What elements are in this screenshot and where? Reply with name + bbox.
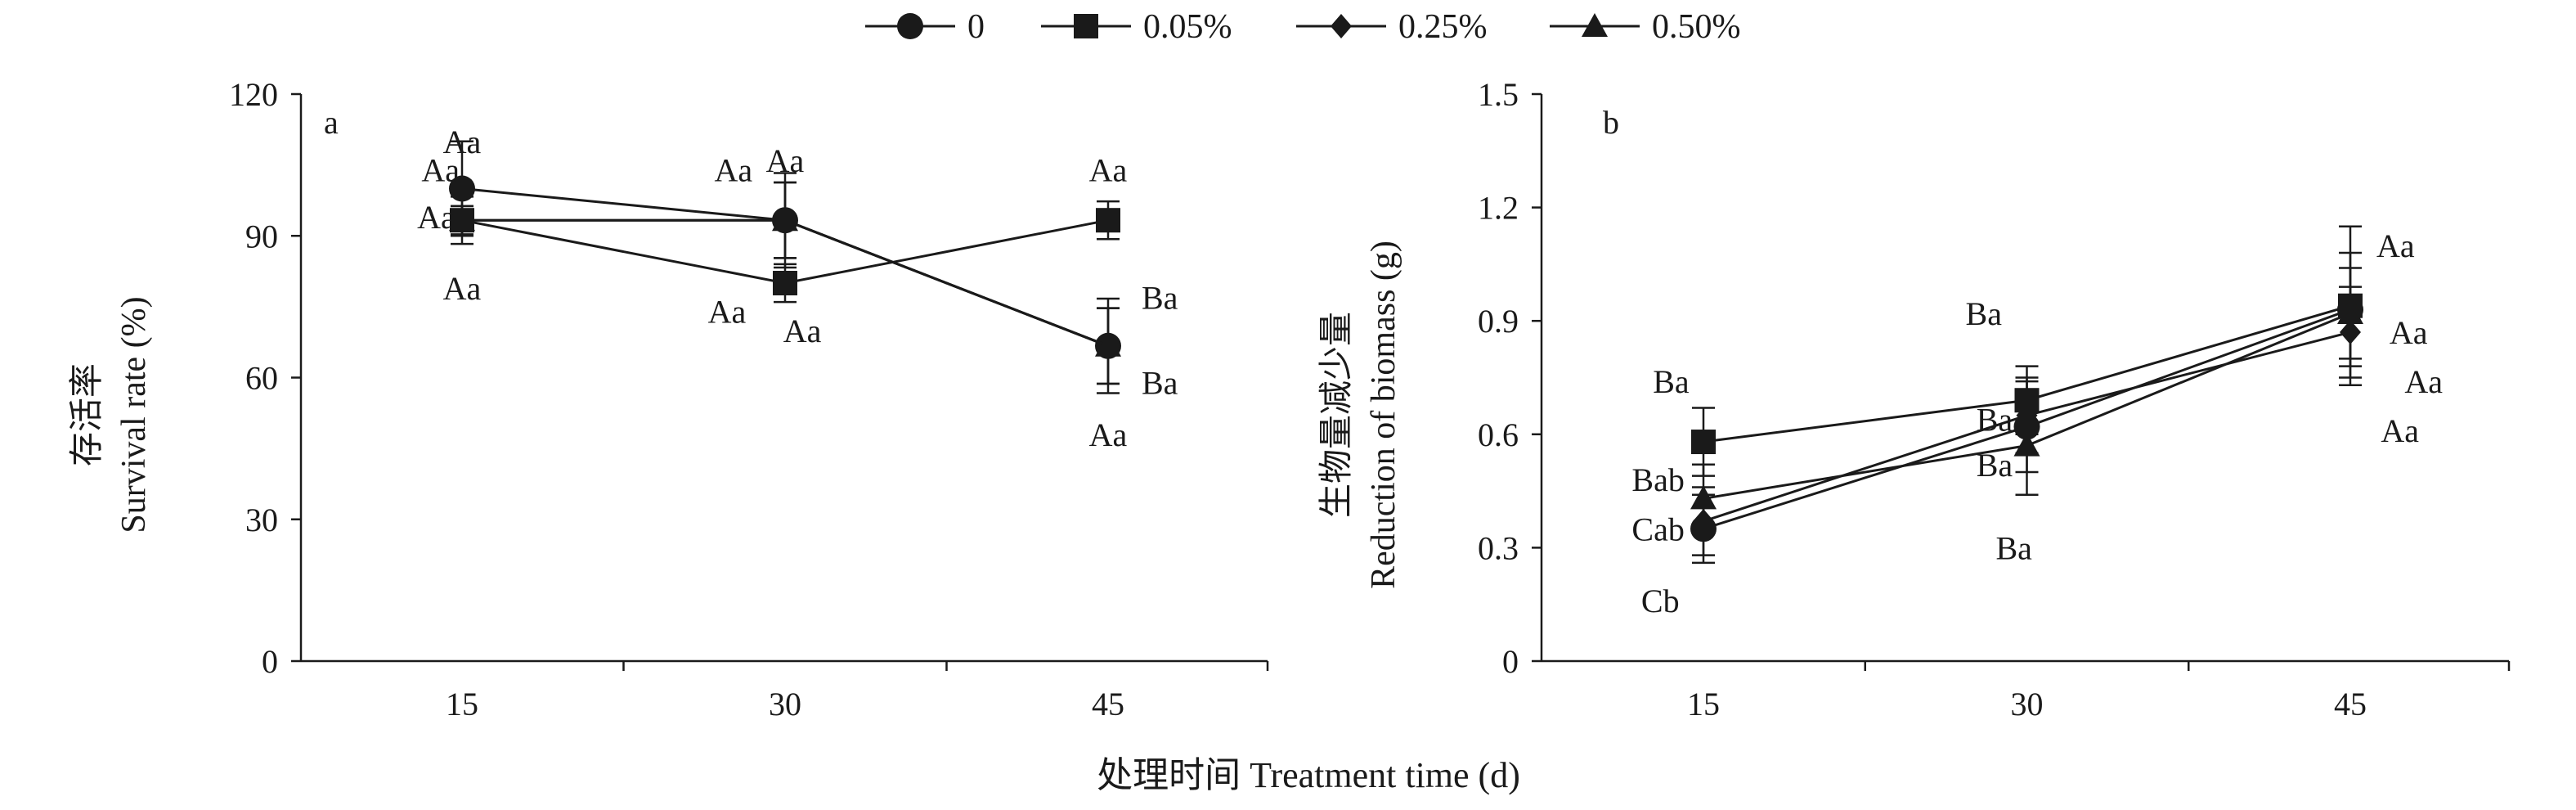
panel-b-y-tick-label: 1.2 xyxy=(1478,190,1519,227)
panel-b-significance-label: Aa xyxy=(2381,412,2419,449)
panel-a-ylabel-en: Survival rate (%) xyxy=(115,296,153,533)
panel-b-significance-label: Ba xyxy=(1966,295,2003,332)
legend-label: 0.05% xyxy=(1143,8,1232,46)
legend-label: 0.25% xyxy=(1398,8,1488,46)
panel-b-series-triangle-point xyxy=(1690,485,1717,510)
survival-rate-panel: a 存活率 Survival rate (%) 0 30 60 90 120 15 30 45… xyxy=(68,76,1269,722)
panel-b-significance-label: Ba xyxy=(1977,401,2013,438)
panel-b-y-tick-label: 0.6 xyxy=(1478,416,1519,453)
panel-a-series-triangle-point xyxy=(772,207,798,232)
legend-label: 0.50% xyxy=(1652,8,1741,46)
panel-a-y-tick-label: 120 xyxy=(229,76,278,113)
panel-a-series-triangle-point xyxy=(1095,332,1121,357)
panel-a-significance-label: Aa xyxy=(417,199,456,236)
panel-a-significance-label: Aa xyxy=(714,151,752,188)
panel-b-y-tick-label: 1.5 xyxy=(1478,76,1519,113)
panel-a-x-tick-label: 30 xyxy=(769,686,801,722)
panel-a-significance-label: Aa xyxy=(421,151,460,188)
panel-b-label: b xyxy=(1603,104,1619,141)
panel-a-x-tick-label: 15 xyxy=(446,686,478,722)
panel-b-y-tick-label: 0.3 xyxy=(1478,529,1519,566)
panel-b-significance-label: Cb xyxy=(1641,583,1680,619)
panel-a-y-tick-label: 0 xyxy=(262,643,278,680)
panel-a-series-triangle-point xyxy=(449,207,475,232)
panel-b-significance-label: Cab xyxy=(1631,511,1684,547)
panel-a-significance-label: Aa xyxy=(1089,416,1128,453)
legend-marker-triangle xyxy=(1582,13,1608,37)
panel-b-significance-label: Bab xyxy=(1631,461,1684,498)
panel-a-significance-label: Aa xyxy=(443,124,482,160)
panel-b-x-tick-label: 45 xyxy=(2334,686,2367,722)
panel-b-x-tick-label: 30 xyxy=(2011,686,2044,722)
panel-a-significance-label: Ba xyxy=(1142,364,1178,401)
panel-b-series-square-point xyxy=(1691,430,1716,455)
panel-b-ylabel-cn: 生物量减少量 xyxy=(1318,312,1356,518)
panel-a-significance-label: Aa xyxy=(783,313,822,349)
panel-a-significance-label: Ba xyxy=(1142,279,1178,316)
panel-a-significance-label: Aa xyxy=(766,142,805,179)
panel-b-y-tick-label: 0 xyxy=(1502,643,1519,680)
panel-b-significance-label: Aa xyxy=(2390,314,2428,351)
panel-a-significance-label: Aa xyxy=(443,270,482,307)
panel-a-series-square-point xyxy=(773,271,797,295)
panel-a-y-tick-label: 30 xyxy=(245,502,278,538)
panel-a-x-tick-label: 45 xyxy=(1092,686,1124,722)
panel-a-series-circle-point xyxy=(449,175,475,202)
panel-a-y-tick-label: 90 xyxy=(245,218,278,254)
panel-b-y-tick-label: 0.9 xyxy=(1478,303,1519,340)
legend-marker-circle xyxy=(897,13,923,39)
legend: 0 0.05% 0.25% 0.50% xyxy=(865,8,1741,46)
legend-marker-diamond xyxy=(1331,14,1352,38)
x-axis-title: 处理时间 Treatment time (d) xyxy=(1097,755,1520,795)
panel-b-significance-label: Aa xyxy=(2404,363,2443,400)
legend-marker-square xyxy=(1074,14,1098,38)
panel-b-significance-label: Ba xyxy=(1995,529,2032,566)
panel-a-series-square-point xyxy=(1096,208,1120,233)
biomass-reduction-panel: b 生物量减少量 Reduction of biomass (g) 0 0.3 0.… xyxy=(1318,76,2511,722)
panel-b-x-tick-label: 15 xyxy=(1687,686,1720,722)
panel-b-significance-label: Ba xyxy=(1977,447,2013,484)
legend-label: 0 xyxy=(967,8,985,46)
panel-b-significance-label: Aa xyxy=(2376,227,2415,264)
panel-b-ylabel-en: Reduction of biomass (g) xyxy=(1365,241,1402,589)
panel-a-y-tick-label: 60 xyxy=(245,360,278,397)
panel-b-significance-label: Ba xyxy=(1653,363,1690,400)
panel-b-series-triangle-point xyxy=(2337,299,2363,324)
panel-a-significance-label: Aa xyxy=(1089,151,1128,188)
panel-a-ylabel-cn: 存活率 xyxy=(68,363,106,466)
panel-b-series-triangle-point xyxy=(2013,432,2040,457)
panel-a-label: a xyxy=(324,104,339,141)
panel-a-significance-label: Aa xyxy=(708,294,747,331)
